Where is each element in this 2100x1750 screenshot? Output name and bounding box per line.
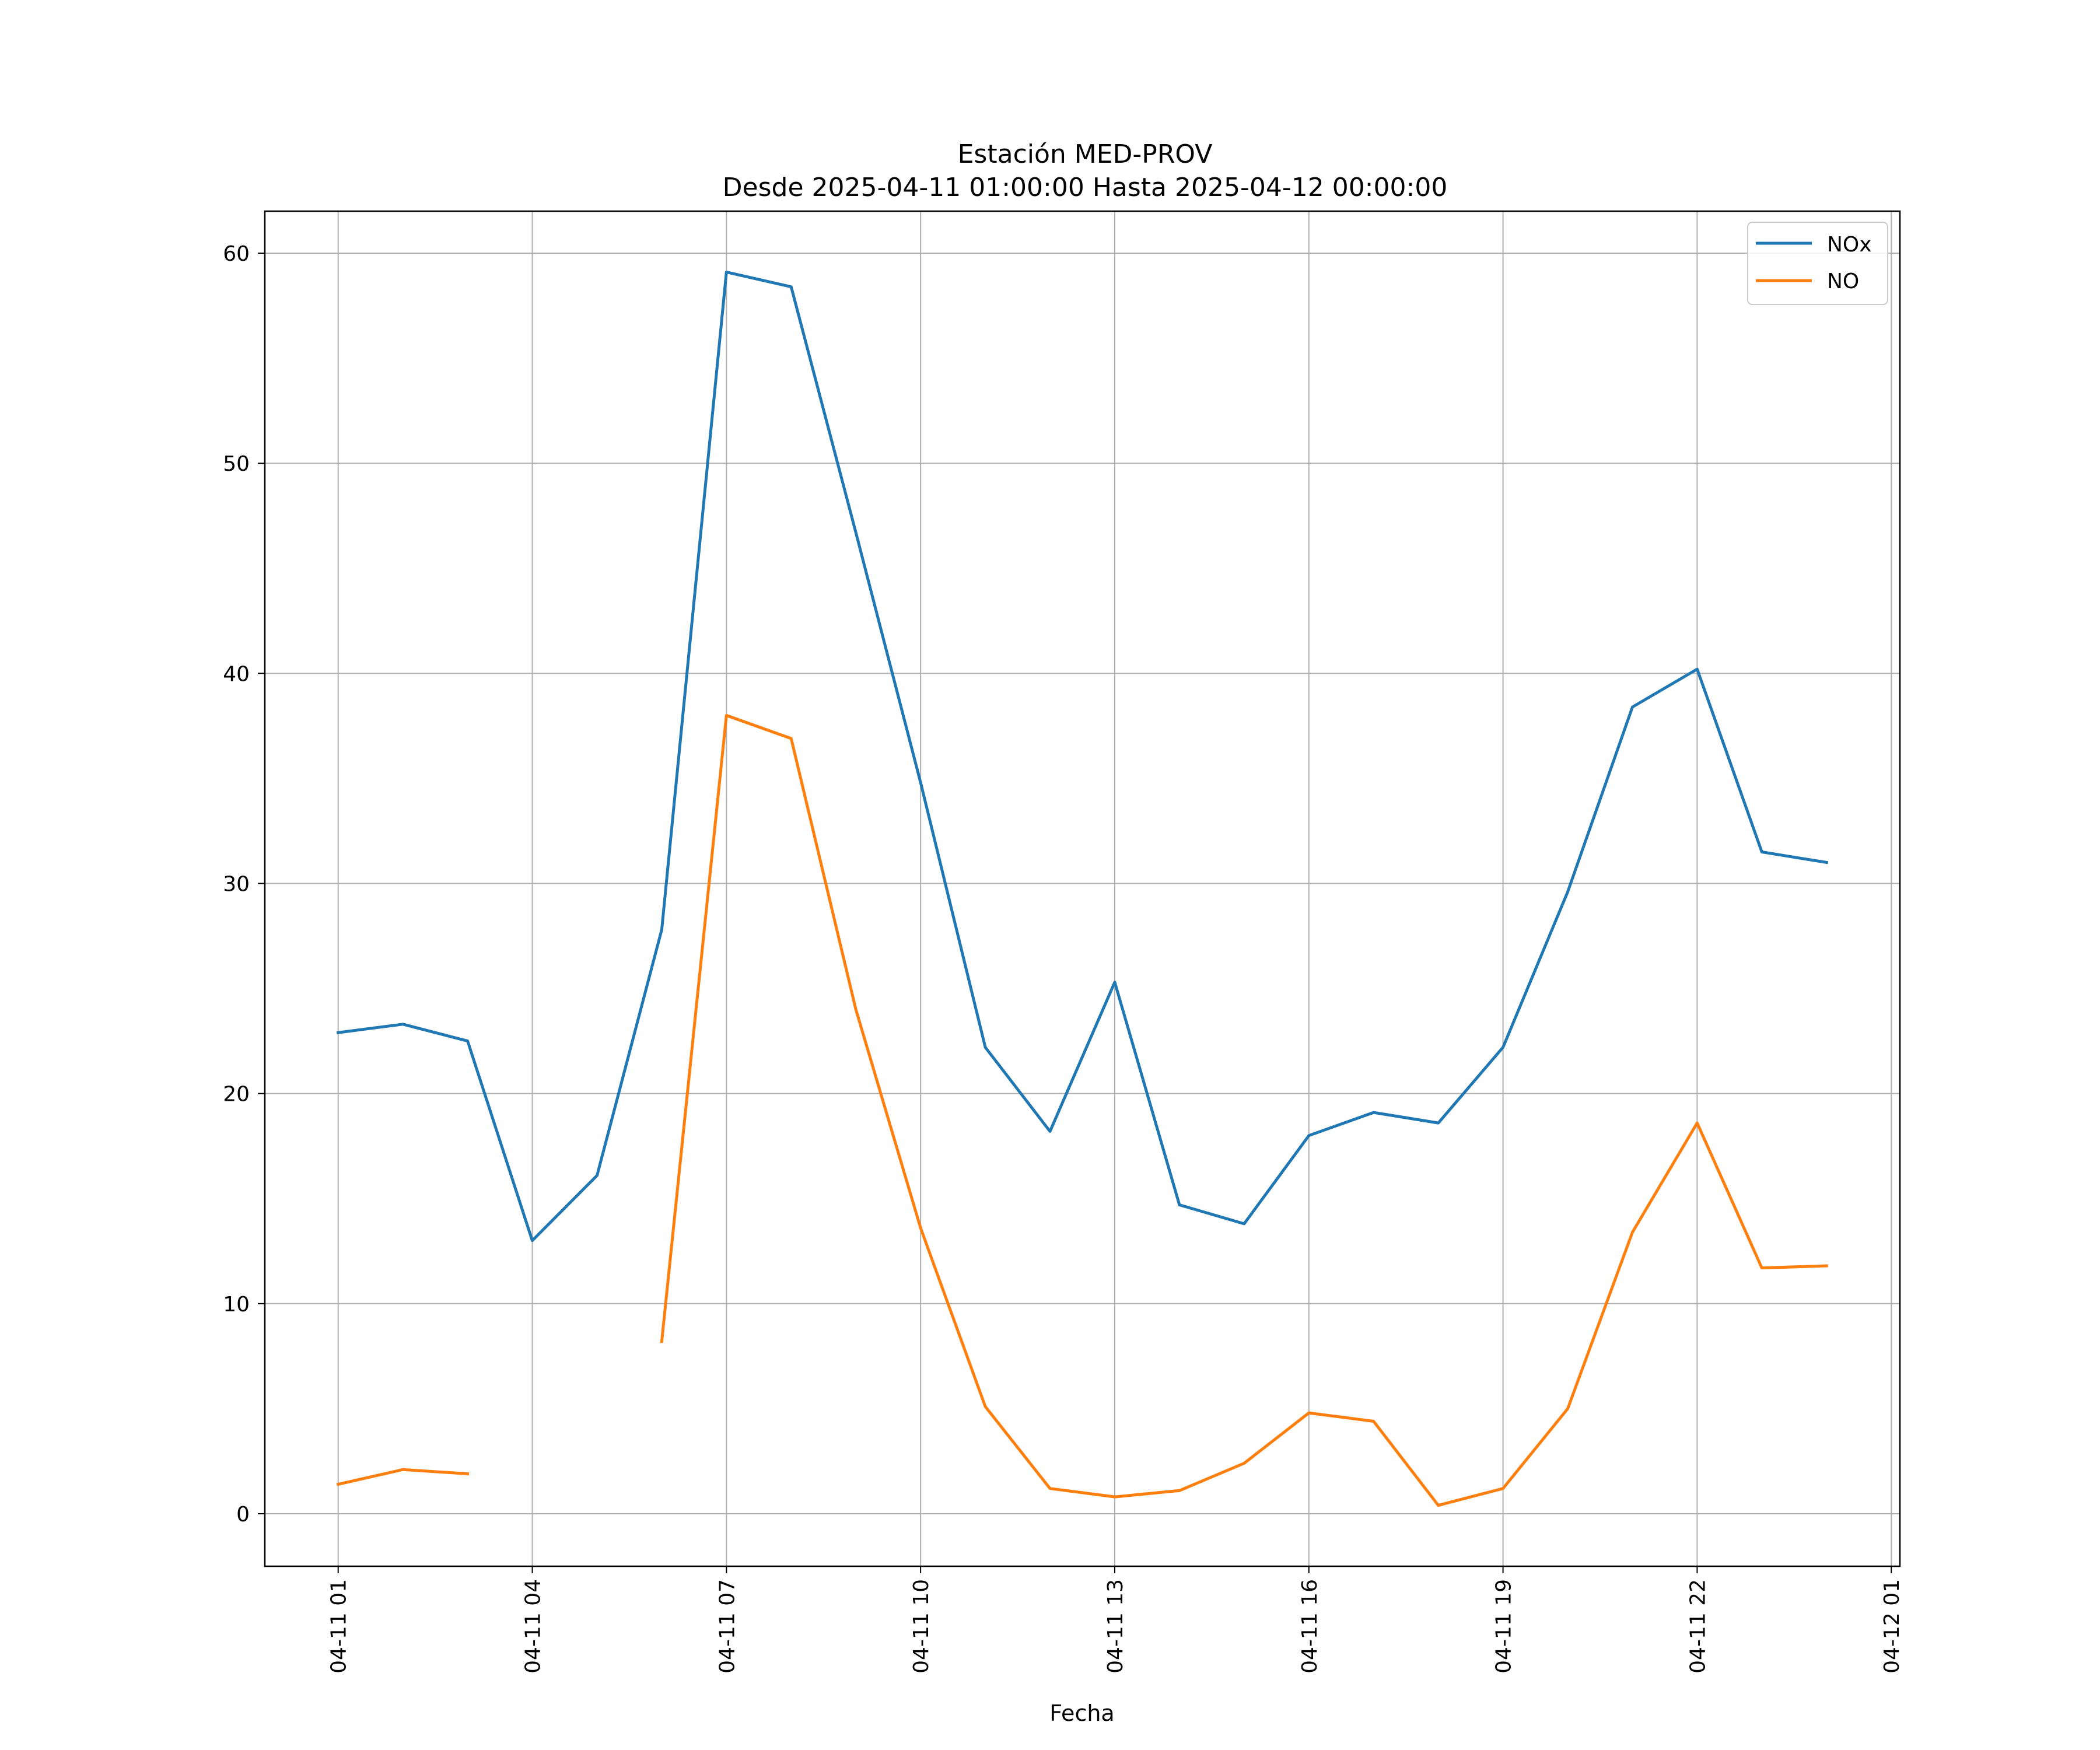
x-axis-label: Fecha — [1049, 1700, 1114, 1726]
x-tick-label: 04-11 19 — [1492, 1579, 1516, 1674]
y-tick-label: 40 — [223, 662, 250, 686]
y-tick-label: 20 — [223, 1083, 250, 1107]
grid-lines — [265, 211, 1900, 1566]
series-lines — [336, 270, 1829, 1507]
y-tick-label: 0 — [236, 1503, 250, 1527]
x-tick-label: 04-11 01 — [327, 1579, 351, 1674]
chart-title: Estación MED-PROV — [958, 139, 1213, 169]
series-line-nox — [336, 270, 1829, 1242]
x-tick-label: 04-11 13 — [1104, 1579, 1128, 1674]
y-tick-label: 30 — [223, 872, 250, 896]
x-tick-label: 04-12 01 — [1880, 1579, 1904, 1674]
x-axis: 04-11 01 04-11 04 04-11 07 04-11 10 04-11 13… — [327, 1566, 1904, 1674]
y-axis: 0 10 20 30 40 50 60 — [223, 242, 265, 1527]
x-tick-label: 04-11 07 — [715, 1579, 739, 1674]
chart-subtitle: Desde 2025-04-11 01:00:00 Hasta 2025-04-… — [723, 173, 1448, 202]
x-tick-label: 04-11 22 — [1686, 1579, 1710, 1674]
y-tick-label: 50 — [223, 452, 250, 476]
y-tick-label: 10 — [223, 1293, 250, 1317]
series-line-no — [336, 713, 1828, 1507]
x-tick-label: 04-11 10 — [909, 1579, 933, 1674]
x-tick-label: 04-11 16 — [1298, 1579, 1322, 1674]
x-tick-label: 04-11 04 — [522, 1579, 545, 1674]
legend-label-no: NO — [1827, 270, 1859, 293]
legend: NOx NO — [1747, 222, 1888, 305]
y-tick-label: 60 — [223, 242, 250, 266]
plot-frame — [264, 210, 1901, 1567]
legend-label-nox: NOx — [1827, 233, 1872, 257]
